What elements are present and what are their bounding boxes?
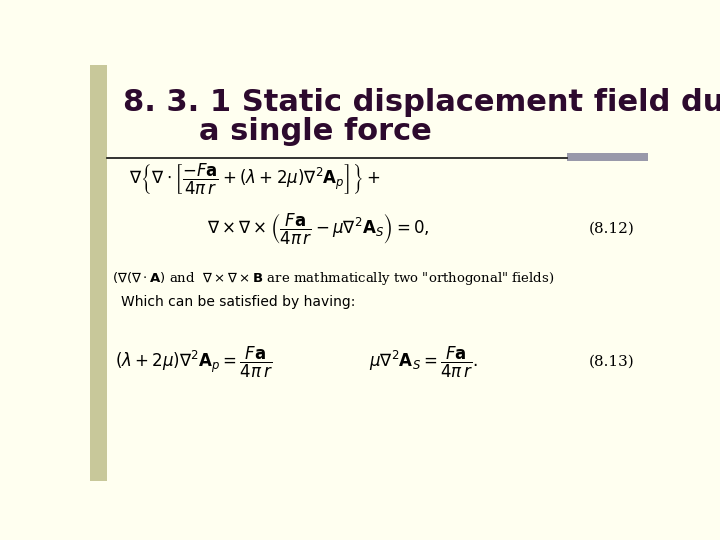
Text: $(\nabla(\nabla\cdot\mathbf{A})$ and  $\nabla\times\nabla\times\mathbf{B}$ are m: $(\nabla(\nabla\cdot\mathbf{A})$ and $\n… bbox=[112, 271, 554, 287]
Bar bbox=[567, 153, 648, 161]
Text: 8. 3. 1 Static displacement field due to: 8. 3. 1 Static displacement field due to bbox=[124, 87, 720, 117]
Bar bbox=[90, 65, 107, 481]
Text: a single force: a single force bbox=[199, 117, 431, 146]
Text: $(\lambda+2\mu)\nabla^2\mathbf{A}_p = \dfrac{F\mathbf{a}}{4\pi\,r}$: $(\lambda+2\mu)\nabla^2\mathbf{A}_p = \d… bbox=[115, 345, 273, 380]
Text: $\mu\nabla^2\mathbf{A}_S = \dfrac{F\mathbf{a}}{4\pi\,r}.$: $\mu\nabla^2\mathbf{A}_S = \dfrac{F\math… bbox=[369, 345, 478, 380]
Text: $\nabla\left\{\nabla\cdot\left[\dfrac{-F\mathbf{a}}{4\pi\,r}+(\lambda+2\mu)\nabl: $\nabla\left\{\nabla\cdot\left[\dfrac{-F… bbox=[129, 161, 380, 197]
Text: $\nabla\times\nabla\times\left(\dfrac{F\mathbf{a}}{4\pi\,r}-\mu\nabla^2\mathbf{A: $\nabla\times\nabla\times\left(\dfrac{F\… bbox=[207, 212, 430, 247]
Text: (8.12): (8.12) bbox=[589, 222, 634, 236]
Text: Which can be satisfied by having:: Which can be satisfied by having: bbox=[121, 295, 355, 309]
Text: (8.13): (8.13) bbox=[589, 355, 634, 369]
